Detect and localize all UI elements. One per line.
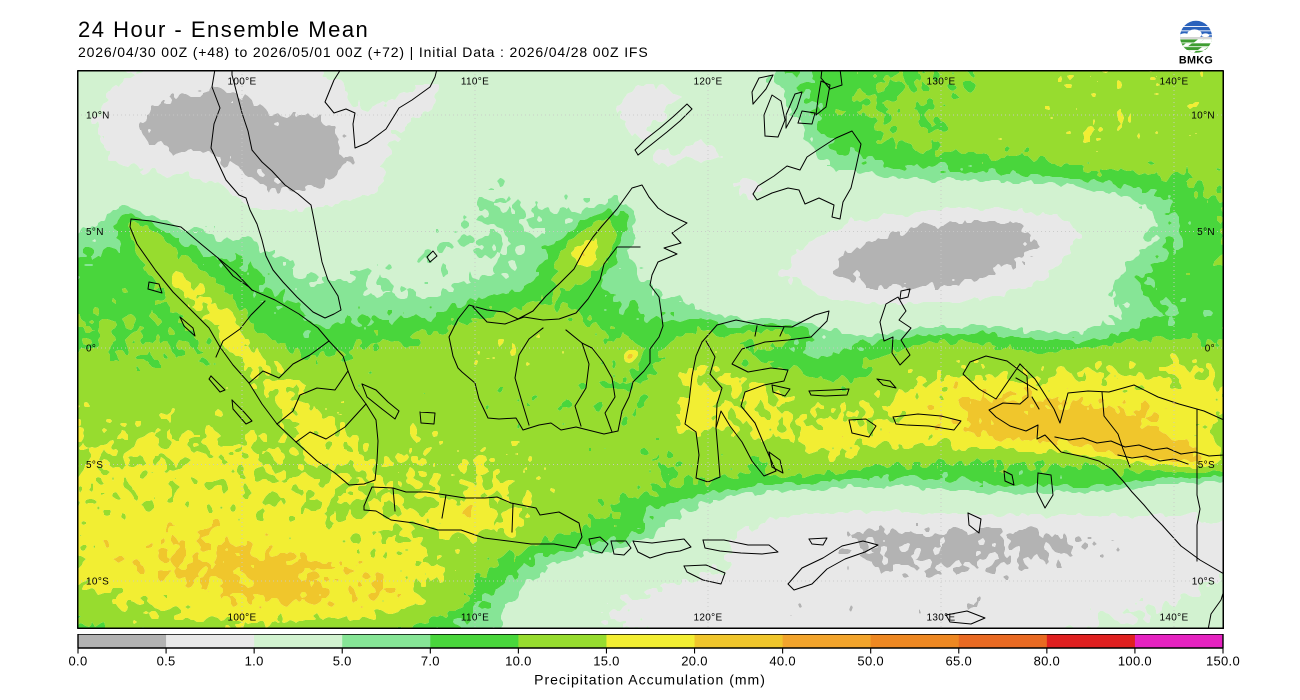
svg-text:40.0: 40.0 — [769, 654, 796, 669]
svg-text:0°: 0° — [86, 344, 96, 355]
svg-text:1.0: 1.0 — [245, 654, 264, 669]
svg-text:140°E: 140°E — [1159, 77, 1188, 88]
svg-text:10°S: 10°S — [86, 577, 109, 588]
svg-text:Precipitation Accumulation (mm: Precipitation Accumulation (mm) — [534, 672, 766, 688]
svg-text:20.0: 20.0 — [681, 654, 708, 669]
svg-text:0°: 0° — [1205, 344, 1215, 355]
svg-text:5°N: 5°N — [86, 227, 104, 238]
svg-text:5.0: 5.0 — [333, 654, 352, 669]
svg-text:65.0: 65.0 — [946, 654, 973, 669]
svg-text:10°N: 10°N — [1191, 111, 1215, 122]
svg-text:120°E: 120°E — [693, 77, 722, 88]
svg-text:0.0: 0.0 — [69, 654, 88, 669]
svg-text:130°E: 130°E — [926, 613, 955, 624]
svg-text:10°N: 10°N — [86, 111, 110, 122]
svg-text:110°E: 110°E — [461, 77, 489, 88]
svg-text:10.0: 10.0 — [505, 654, 532, 669]
svg-text:140°E: 140°E — [1159, 613, 1188, 624]
svg-text:5°S: 5°S — [1198, 460, 1215, 471]
svg-text:100.0: 100.0 — [1118, 654, 1152, 669]
svg-text:10°S: 10°S — [1192, 577, 1215, 588]
svg-text:50.0: 50.0 — [857, 654, 884, 669]
svg-text:120°E: 120°E — [693, 613, 722, 624]
svg-text:80.0: 80.0 — [1034, 654, 1061, 669]
svg-text:BMKG: BMKG — [1179, 54, 1213, 66]
svg-text:15.0: 15.0 — [593, 654, 620, 669]
svg-text:100°E: 100°E — [227, 77, 256, 88]
svg-text:100°E: 100°E — [227, 613, 256, 624]
svg-text:0.5: 0.5 — [157, 654, 176, 669]
svg-text:130°E: 130°E — [926, 77, 955, 88]
svg-text:7.0: 7.0 — [421, 654, 440, 669]
svg-text:5°S: 5°S — [86, 460, 103, 471]
svg-text:110°E: 110°E — [461, 613, 489, 624]
svg-text:150.0: 150.0 — [1206, 654, 1240, 669]
svg-text:5°N: 5°N — [1197, 227, 1215, 238]
